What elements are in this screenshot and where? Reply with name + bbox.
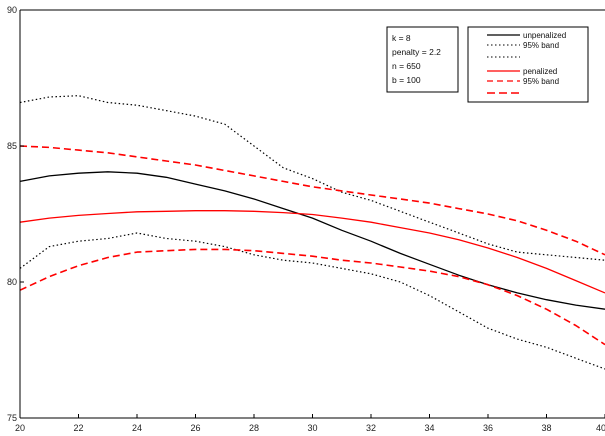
x-tick-label: 24	[132, 423, 142, 433]
y-tick-label: 75	[7, 413, 17, 423]
series-line-5	[19, 248, 605, 346]
y-tick-label: 80	[7, 277, 17, 287]
x-tick-label: 28	[249, 423, 259, 433]
x-tick-label: 38	[541, 423, 551, 433]
info-box-line: n = 650	[392, 61, 421, 71]
legend: unpenalized 95% band penalized 95% band	[467, 26, 589, 103]
x-ticks: 20 22 24 26 28 30 32 34 36 38 40	[15, 414, 605, 433]
x-tick-label: 34	[424, 423, 434, 433]
info-box-line: b = 100	[392, 75, 421, 85]
legend-label-band-black: 95% band	[523, 41, 559, 50]
x-tick-label: 32	[366, 423, 376, 433]
x-tick-label: 22	[73, 423, 83, 433]
x-tick-label: 40	[596, 423, 605, 433]
info-box: k = 8 penalty = 2.2 n = 650 b = 100	[386, 26, 459, 93]
info-box-line: k = 8	[392, 33, 411, 43]
y-tick-label: 90	[7, 5, 17, 15]
x-tick-label: 36	[483, 423, 493, 433]
y-ticks: 75 80 85 90	[7, 5, 24, 423]
legend-label-unpenalized: unpenalized	[523, 31, 566, 40]
x-tick-label: 26	[190, 423, 200, 433]
series-line-0	[19, 171, 605, 310]
x-tick-label: 30	[307, 423, 317, 433]
legend-label-penalized: penalized	[523, 67, 557, 76]
y-tick-label: 85	[7, 141, 17, 151]
series-line-3	[19, 210, 605, 294]
series-lines	[19, 95, 605, 370]
x-tick-label: 20	[15, 423, 25, 433]
legend-label-band-red: 95% band	[523, 77, 559, 86]
info-box-frame	[386, 26, 459, 93]
legend-frame	[467, 26, 589, 103]
info-box-line: penalty = 2.2	[392, 47, 441, 57]
series-line-1	[19, 95, 605, 261]
